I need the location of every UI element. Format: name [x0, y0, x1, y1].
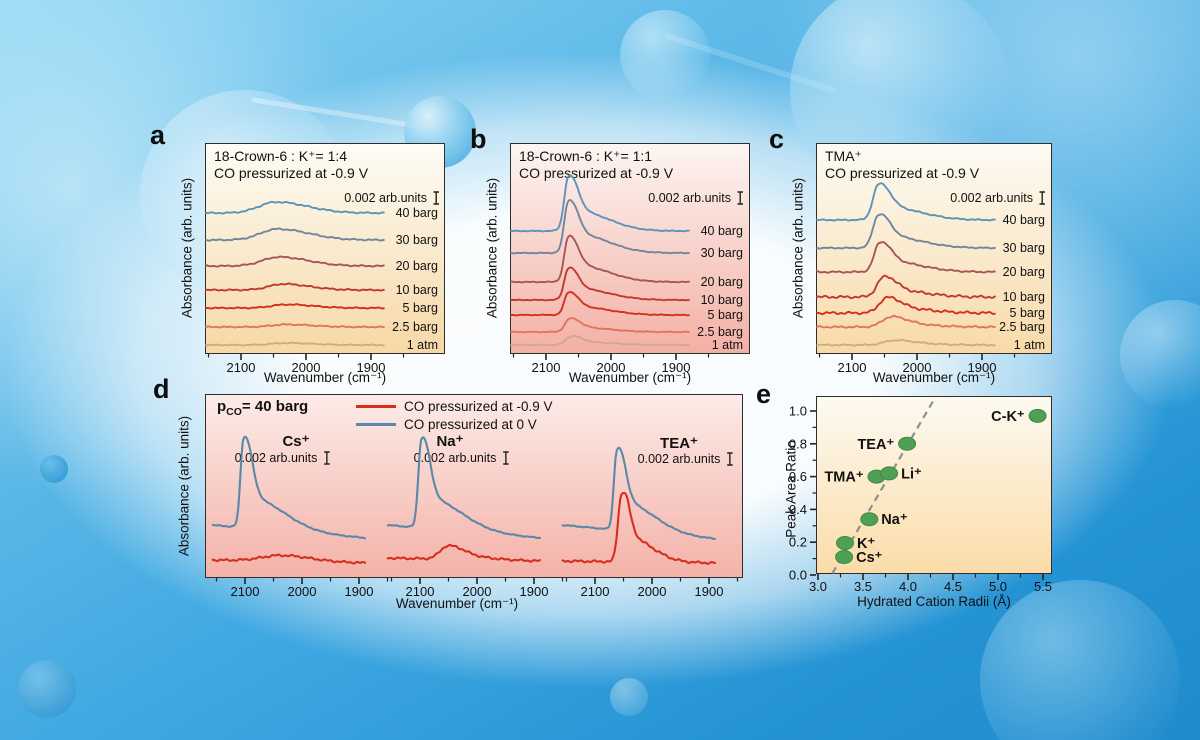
molecule-sphere-decoration [980, 580, 1180, 740]
panel-d-letter: d [153, 374, 170, 404]
x-tick-label: 1900 [345, 584, 374, 599]
panel-a-title-line2: CO pressurized at -0.9 V [214, 165, 369, 181]
panel-d-x-axis-label: Wavenumber (cm⁻¹) [395, 596, 519, 611]
pressure-value: = 40 barg [241, 398, 309, 415]
x-tick-label: 1900 [520, 584, 549, 599]
panel-c-title-line2: CO pressurized at -0.9 V [825, 165, 980, 181]
y-tick-label: 0.0 [789, 568, 807, 583]
panel-c-scale-bar: 0.002 arb.units [950, 190, 1047, 206]
x-tick-label: 1900 [695, 584, 724, 599]
x-tick-label: 2100 [227, 360, 256, 375]
molecule-sphere-decoration [1120, 300, 1200, 410]
panel-a-title: 18-Crown-6 : K⁺= 1:4 CO pressurized at -… [214, 148, 368, 182]
panel-a-y-axis-label: Absorbance (arb. units) [179, 177, 195, 319]
panel-a-plot-area [205, 143, 445, 354]
scale-bar-icon [737, 191, 743, 205]
x-tick-label: 4.5 [944, 579, 962, 594]
panel-b-x-axis-label: Wavenumber (cm⁻¹) [568, 370, 692, 385]
group-na-scale-bar: 0.002 arb.units [414, 450, 511, 466]
panel-a-scale-bar: 0.002 arb.units [344, 190, 441, 206]
x-tick-label: 3.5 [854, 579, 872, 594]
group-tea-scale-bar: 0.002 arb.units [638, 451, 735, 467]
scale-bar-icon [433, 191, 439, 205]
molecule-sphere-decoration [620, 10, 710, 100]
scale-bar-icon [323, 451, 330, 465]
scale-bar-icon [502, 451, 509, 465]
pressure-subscript: CO [226, 406, 242, 418]
legend-line-red [356, 405, 396, 408]
x-tick-label: 2000 [638, 584, 667, 599]
panel-b-title-line1: 18-Crown-6 : K⁺= 1:1 [519, 148, 653, 164]
panel-c-x-axis-label: Wavenumber (cm⁻¹) [872, 370, 996, 385]
group-label-cs: Cs⁺ [282, 433, 310, 450]
panel-a-scale-label: 0.002 arb.units [344, 191, 427, 205]
legend-label-red: CO pressurized at -0.9 V [404, 399, 553, 414]
panel-a-letter: a [150, 120, 166, 150]
panel-c-y-axis-label: Absorbance (arb. units) [790, 177, 806, 319]
panel-c-scale-label: 0.002 arb.units [950, 191, 1033, 205]
panel-c-title-line1: TMA⁺ [825, 148, 862, 164]
y-tick-label: 1.0 [789, 404, 807, 419]
pressure-symbol: p [217, 398, 227, 415]
panel-b-y-axis-label: Absorbance (arb. units) [484, 177, 500, 319]
legend-label-blue: CO pressurized at 0 V [404, 417, 537, 432]
panel-c-letter: c [769, 124, 785, 154]
panel-e-letter: e [756, 379, 772, 409]
panel-e-x-axis-label: Hydrated Cation Radii (Å) [857, 594, 1011, 609]
panel-e-y-axis-label: Peak Area Ratio [783, 440, 799, 538]
group-cs-scale-bar: 0.002 arb.units [235, 450, 332, 466]
panel-d-y-axis-label: Absorbance (arb. units) [176, 415, 192, 557]
molecule-sphere-decoration [610, 678, 648, 716]
group-tea-scale-label: 0.002 arb.units [637, 452, 721, 466]
group-na-scale-label: 0.002 arb.units [413, 451, 497, 465]
scale-bar-icon [726, 452, 733, 466]
panel-b-scale-label: 0.002 arb.units [648, 191, 731, 205]
legend-line-blue [356, 423, 396, 426]
panel-a-title-line1: 18-Crown-6 : K⁺= 1:4 [214, 148, 348, 164]
x-tick-label: 2100 [581, 584, 610, 599]
panel-e-plot-area [816, 396, 1052, 574]
x-tick-label: 2100 [838, 360, 867, 375]
panel-b-scale-bar: 0.002 arb.units [648, 190, 745, 206]
group-label-na: Na⁺ [436, 433, 464, 450]
x-tick-label: 3.0 [809, 579, 827, 594]
x-tick-label: 5.0 [989, 579, 1007, 594]
legend-item-red: CO pressurized at -0.9 V [356, 399, 553, 414]
scale-bar-icon [1039, 191, 1045, 205]
panel-d-pressure-label: pCO= 40 barg [217, 398, 308, 418]
panel-b-title: 18-Crown-6 : K⁺= 1:1 CO pressurized at -… [519, 148, 673, 182]
group-label-tea: TEA⁺ [660, 435, 698, 452]
x-tick-label: 4.0 [899, 579, 917, 594]
x-tick-label: 2000 [288, 584, 317, 599]
molecule-sphere-decoration [40, 455, 68, 483]
panel-b-title-line2: CO pressurized at -0.9 V [519, 165, 674, 181]
panel-b-letter: b [470, 124, 487, 154]
molecule-sphere-decoration [18, 660, 76, 718]
group-cs-scale-label: 0.002 arb.units [234, 451, 318, 465]
x-tick-label: 2100 [231, 584, 260, 599]
legend-item-blue: CO pressurized at 0 V [356, 417, 537, 432]
panel-c-title: TMA⁺ CO pressurized at -0.9 V [825, 148, 979, 182]
x-tick-label: 2100 [532, 360, 561, 375]
panel-a-x-axis-label: Wavenumber (cm⁻¹) [263, 370, 387, 385]
